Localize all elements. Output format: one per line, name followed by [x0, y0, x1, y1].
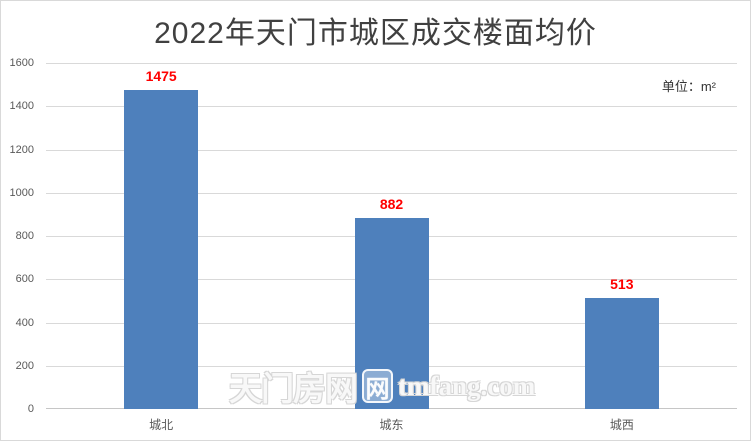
bar-value-label: 513	[610, 276, 634, 293]
x-axis-category-label: 城北	[149, 418, 174, 432]
x-axis-category-label: 城西	[609, 418, 634, 432]
plot-area: 0 200 400 600 800 1000 1200 1400 1600 1475 城北 882 城东…	[10, 57, 737, 432]
bar-城西	[584, 298, 659, 409]
gridline	[46, 63, 737, 64]
bar-value-label: 1475	[145, 68, 177, 85]
gridline	[46, 192, 737, 194]
y-axis-tick-label: 0	[27, 403, 34, 415]
y-axis-tick-label: 800	[15, 230, 34, 242]
gridline	[46, 106, 737, 108]
y-axis-tick-label: 1000	[9, 186, 34, 199]
y-axis-tick-label: 600	[15, 273, 34, 286]
chart-title: 2022年天门市城区成交楼面均价	[154, 17, 597, 50]
unit-label: 单位：m²	[661, 79, 716, 94]
y-axis-tick-label: 1400	[9, 100, 34, 113]
bar-城东	[354, 218, 429, 409]
x-axis-category-label: 城东	[379, 418, 404, 432]
y-axis-tick-label: 400	[15, 316, 34, 329]
bar-城北	[124, 90, 199, 409]
y-axis-tick-label: 1200	[9, 143, 34, 156]
bar-value-label: 882	[379, 196, 404, 213]
gridline	[46, 149, 737, 151]
y-axis-tick-label: 200	[15, 359, 34, 372]
y-axis-tick-label: 1600	[9, 57, 34, 69]
